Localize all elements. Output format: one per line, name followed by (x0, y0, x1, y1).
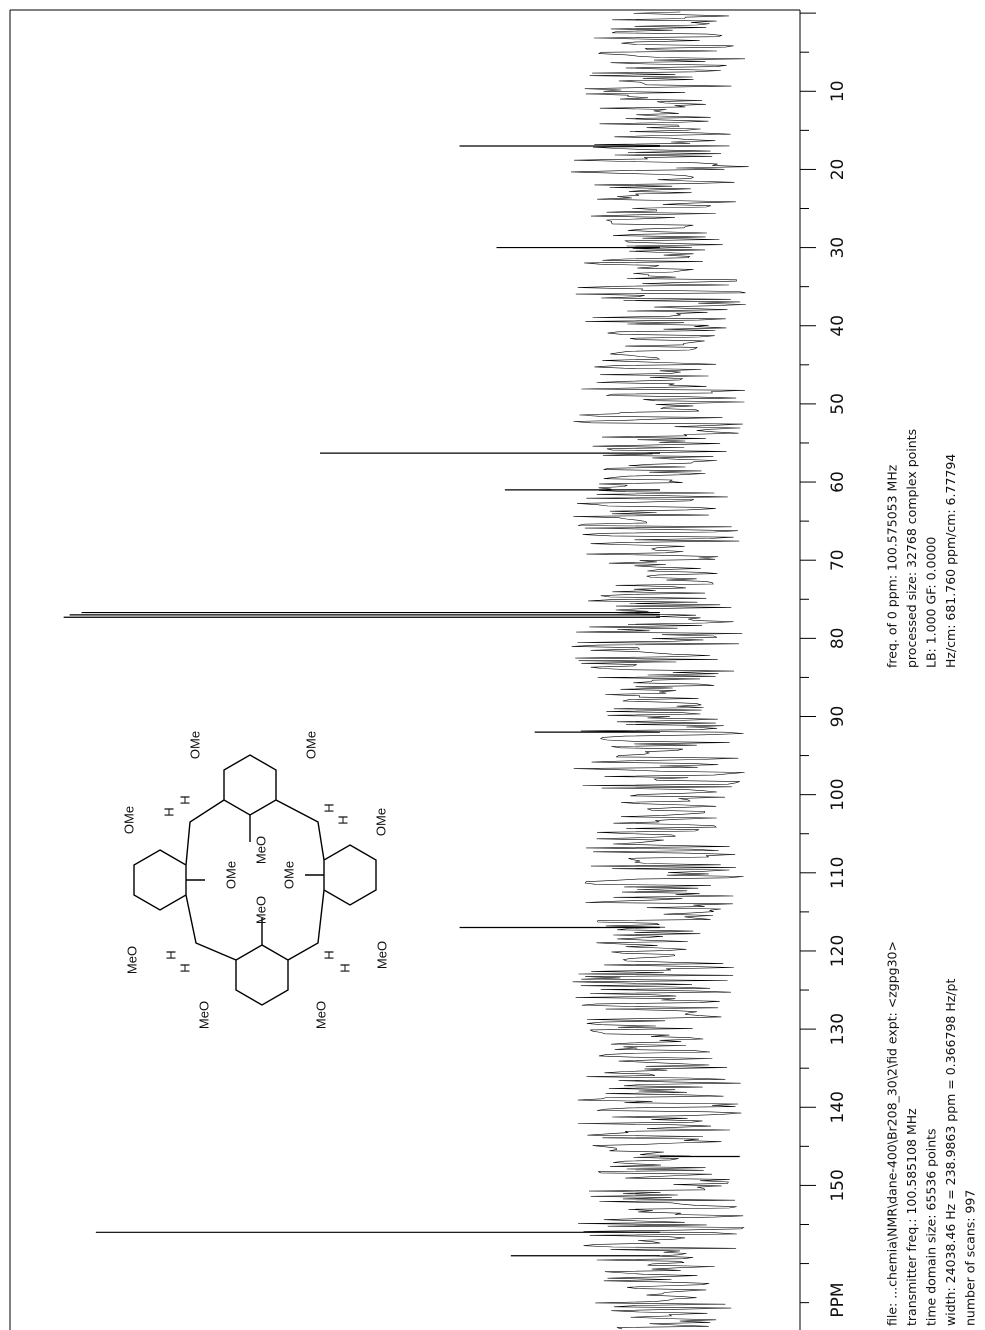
ring (323, 844, 377, 906)
x-axis-label: PPM (828, 1282, 848, 1317)
bond (185, 894, 237, 961)
x-tick-label: 150 (828, 1169, 848, 1201)
parameter: LB: 1.000 GF: 0.0000 (924, 537, 939, 668)
bond (275, 799, 325, 861)
parameter: transmitter freq.: 100.585108 MHz (904, 1108, 919, 1326)
structure-label: H (163, 950, 178, 959)
parameter: number of scans: 997 (963, 1190, 978, 1326)
bond (287, 889, 325, 961)
parameter: Hz/cm: 681.760 ppm/cm: 6.77794 (943, 454, 958, 668)
structure-label: H (321, 950, 336, 959)
structure-label: OMe (223, 861, 238, 889)
x-tick-label: 130 (828, 1013, 848, 1045)
structure-label: H (177, 963, 192, 972)
structure-label: H (321, 803, 336, 812)
structure-label: H (177, 795, 192, 804)
x-tick-label: 100 (828, 778, 848, 810)
structure-label: MeO (253, 836, 268, 864)
structure-label: MeO (196, 1001, 211, 1029)
parameter: time domain size: 65536 points (924, 1128, 939, 1326)
structure-label: H (161, 807, 176, 816)
parameter: processed size: 32768 complex points (904, 429, 919, 668)
structure (133, 754, 377, 1006)
ring (235, 944, 289, 1006)
structure-label: MeO (124, 946, 139, 974)
structure-label: MeO (253, 896, 268, 924)
ring (223, 754, 277, 816)
parameter: file: ...chemia\NMR\dane-400\Br208_30\2\… (885, 941, 900, 1326)
structure-label: MeO (313, 1001, 328, 1029)
x-tick-label: 80 (828, 628, 848, 650)
structure-label: OMe (187, 731, 202, 759)
structure-label: OMe (121, 806, 136, 834)
x-tick-label: 60 (828, 471, 848, 493)
x-tick-label: 120 (828, 935, 848, 967)
x-tick-label: 110 (828, 857, 848, 889)
structure-label: OMe (281, 861, 296, 889)
x-tick-label: 30 (828, 237, 848, 259)
parameter: width: 24038.46 Hz = 238.9863 ppm = 0.36… (943, 979, 958, 1326)
ring (133, 849, 187, 911)
x-tick-label: 140 (828, 1091, 848, 1123)
parameter: freq. of 0 ppm: 100.575053 MHz (885, 464, 900, 668)
x-tick-label: 40 (828, 315, 848, 337)
x-tick-label: 10 (828, 80, 848, 102)
structure-label: H (335, 815, 350, 824)
x-tick-label: 50 (828, 393, 848, 415)
bond (185, 799, 225, 866)
structure-label: OMe (303, 731, 318, 759)
structure-label: H (337, 963, 352, 972)
structure-label: MeO (374, 941, 389, 969)
structure-label: OMe (373, 808, 388, 836)
x-tick-label: 20 (828, 159, 848, 181)
x-tick-label: 70 (828, 549, 848, 571)
x-tick-label: 90 (828, 706, 848, 728)
noise (570, 11, 749, 1330)
